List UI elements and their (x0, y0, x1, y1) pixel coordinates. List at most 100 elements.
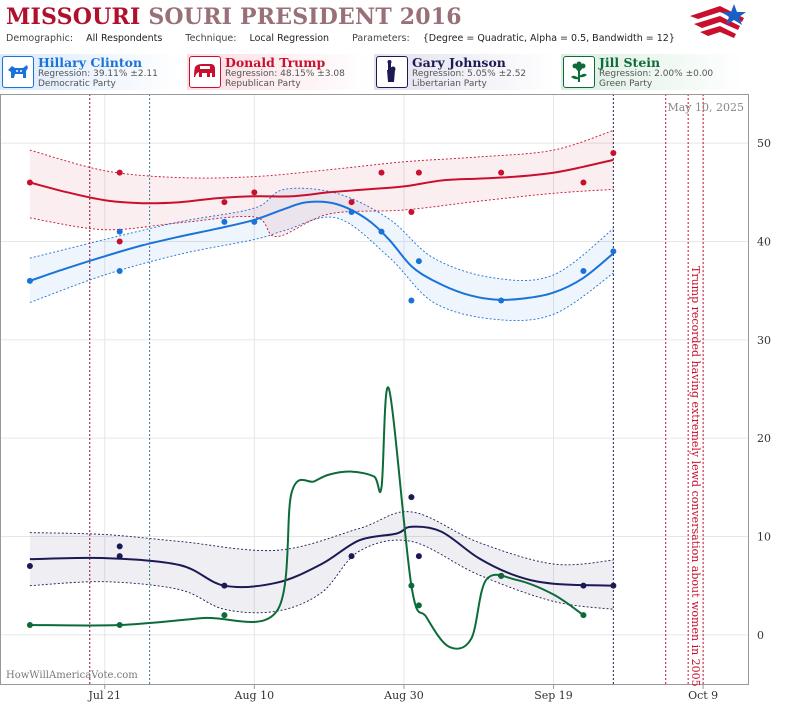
chart-axes: 0 10 20 30 40 50 Jul 21 Aug 10 Aug 30 Sep 19 Oct 9 (0, 94, 771, 702)
poll-point (610, 248, 617, 255)
legend-regression: Regression: 2.00% ±0.00 (599, 69, 714, 79)
y-tick-label: 50 (757, 137, 771, 150)
poll-point (348, 209, 355, 215)
poll-point (221, 612, 228, 619)
poll-point (378, 169, 385, 176)
title-state: MISSOURI (6, 4, 141, 30)
donkey-icon (2, 56, 34, 88)
page-title: MISSOURI SOURI PRESIDENT 2016 (6, 4, 462, 30)
poll-point (116, 228, 123, 235)
x-tick-label: Sep 19 (534, 689, 573, 702)
legend-regression: Regression: 39.11% ±2.11 (38, 69, 158, 79)
poll-point (26, 563, 33, 569)
legend: Hillary Clinton Regression: 39.11% ±2.11… (0, 54, 750, 92)
band-upper-line (29, 187, 614, 281)
legend-item-stein: Jill Stein Regression: 2.00% ±0.00 Green… (561, 54, 743, 90)
flower-icon (563, 56, 595, 88)
parameters-label: Parameters: (352, 33, 410, 44)
technique-value: Local Regression (249, 33, 330, 44)
chart-points (26, 150, 617, 628)
y-tick-label: 10 (757, 531, 771, 544)
poll-point (610, 582, 617, 589)
poll-point (26, 179, 33, 186)
band-lower-line (29, 216, 614, 322)
event-annotation: Trump recorded having extremely lewd con… (689, 266, 702, 687)
poll-point (415, 553, 422, 560)
subtitle-params: Demographic: All Respondents Technique: … (6, 33, 695, 44)
legend-name: Hillary Clinton (38, 55, 143, 70)
poll-point (580, 268, 587, 274)
x-tick-label: Jul 21 (87, 689, 121, 702)
poll-point (221, 218, 228, 225)
trend-line (29, 525, 614, 588)
x-tick-label: Aug 30 (383, 689, 424, 702)
poll-point (408, 209, 415, 215)
poll-point (498, 169, 505, 176)
legend-party: Libertarian Party (412, 79, 487, 89)
poll-point (116, 238, 123, 245)
poll-point (408, 297, 415, 304)
poll-point (378, 228, 385, 235)
poll-point (221, 582, 228, 589)
elephant-icon (189, 56, 221, 88)
poll-point (580, 582, 587, 589)
y-tick-label: 20 (757, 432, 771, 445)
x-tick-label: Aug 10 (234, 689, 275, 702)
chart-bands (29, 129, 614, 614)
poll-point (251, 189, 258, 196)
band-lower-line (29, 539, 614, 614)
legend-regression: Regression: 5.05% ±2.52 (412, 69, 527, 79)
poll-point (580, 612, 587, 619)
poll-point (116, 169, 123, 176)
watermark: HowWillAmericaVote.com (6, 670, 138, 681)
y-tick-label: 30 (757, 334, 771, 347)
demographic-label: Demographic: (6, 33, 74, 44)
poll-point (498, 572, 505, 579)
parameters-value: {Degree = Quadratic, Alpha = 0.5, Bandwi… (422, 33, 675, 44)
plot-frame (0, 94, 749, 685)
confidence-band (29, 188, 614, 321)
legend-party: Democratic Party (38, 79, 116, 89)
poll-point (251, 218, 258, 225)
poll-point (610, 150, 617, 156)
legend-regression: Regression: 48.15% ±3.08 (225, 69, 345, 79)
trend-line (29, 158, 614, 205)
poll-point (116, 553, 123, 560)
demographic-value: All Respondents (86, 33, 163, 44)
legend-item-clinton: Hillary Clinton Regression: 39.11% ±2.11… (0, 54, 182, 90)
x-tick-label: Oct 9 (688, 689, 718, 702)
liberty-torch-icon (376, 56, 408, 88)
site-logo-icon (690, 4, 746, 38)
poll-point (116, 622, 123, 628)
legend-name: Jill Stein (599, 55, 661, 70)
poll-point (26, 277, 33, 284)
legend-party: Green Party (599, 79, 653, 89)
confidence-band (29, 130, 614, 237)
legend-name: Donald Trump (225, 55, 326, 70)
title-rest: SOURI PRESIDENT 2016 (148, 4, 462, 30)
legend-item-johnson: Gary Johnson Regression: 5.05% ±2.52 Lib… (374, 54, 556, 90)
poll-point (116, 268, 123, 274)
legend-name: Gary Johnson (412, 55, 506, 70)
band-lower-line (29, 188, 614, 238)
y-tick-label: 40 (757, 236, 771, 249)
poll-point (415, 602, 422, 609)
band-upper-line (29, 511, 614, 566)
confidence-band (29, 511, 614, 613)
poll-point (415, 258, 422, 265)
poll-point (348, 553, 355, 560)
legend-party: Republican Party (225, 79, 301, 89)
chart: 0 10 20 30 40 50 Jul 21 Aug 10 Aug 30 Sep 19 Oct 9… (0, 94, 771, 702)
trend-line (29, 386, 584, 650)
poll-point (221, 199, 228, 206)
poll-point (408, 582, 415, 589)
technique-label: Technique: (185, 33, 237, 44)
poll-point (580, 179, 587, 186)
poll-point (415, 169, 422, 176)
poll-point (408, 494, 415, 501)
date-label: May 10, 2025 (667, 101, 744, 114)
poll-point (116, 543, 123, 550)
y-tick-label: 0 (757, 629, 764, 642)
poll-point (498, 297, 505, 304)
poll-point (348, 199, 355, 206)
